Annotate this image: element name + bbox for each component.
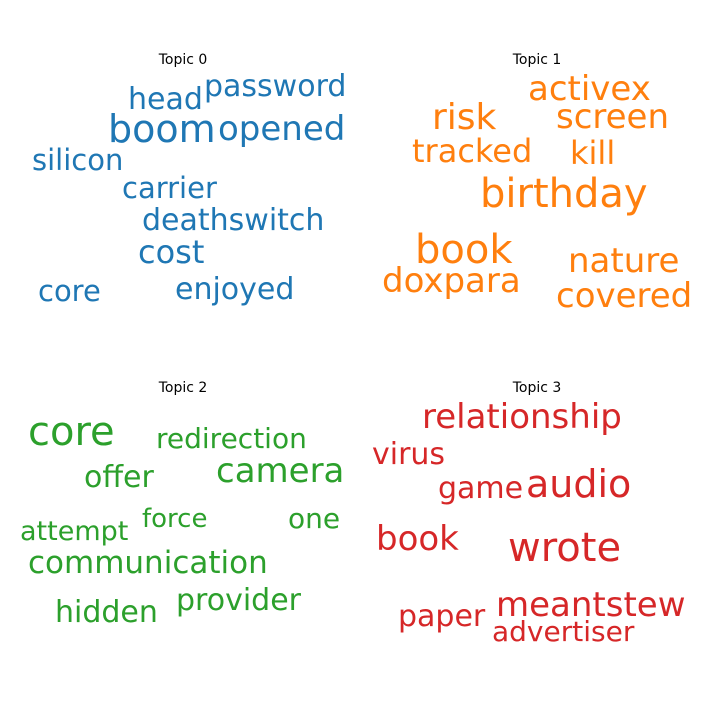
topic-1-panel: Topic 1 activex risk screen tracked kill…	[360, 0, 720, 360]
topic-2-word-core: core	[28, 409, 115, 455]
topic-0-word-core: core	[38, 274, 101, 308]
topic-1-word-birthday: birthday	[480, 171, 648, 217]
topic-3-word-game: game	[438, 471, 524, 506]
topic-2-title: Topic 2	[158, 380, 208, 396]
topic-3-word-virus: virus	[372, 437, 446, 472]
topic-2-word-communication: communication	[28, 545, 268, 581]
topic-3-title: Topic 3	[512, 380, 562, 396]
topic-3-panel: Topic 3 relationship virus audio game bo…	[360, 360, 720, 720]
topic-1-word-doxpara: doxpara	[382, 261, 521, 301]
topic-3-word-advertiser: advertiser	[492, 615, 635, 648]
topic-3-word-book: book	[376, 519, 459, 559]
topic-3-word-audio: audio	[526, 462, 632, 506]
topic-1-word-activex: activex	[528, 69, 651, 109]
topic-0-word-enjoyed: enjoyed	[175, 272, 295, 307]
topic-0-panel: Topic 0 head password boom opened silico…	[0, 0, 360, 360]
topic-2-word-hidden: hidden	[55, 595, 158, 630]
topic-0-word-deathswitch: deathswitch	[142, 203, 325, 238]
topic-0-word-silicon: silicon	[32, 143, 124, 177]
topic-2-word-attempt: attempt	[20, 516, 129, 547]
topic-3-word-paper: paper	[398, 599, 486, 634]
topic-3-word-meantstew: meantstew	[496, 585, 686, 625]
topic-1-word-kill: kill	[570, 134, 616, 172]
topic-0-word-head: head	[128, 82, 203, 117]
topic-2-panel: Topic 2 core redirection camera offer at…	[0, 360, 360, 720]
topic-2-word-offer: offer	[84, 460, 154, 495]
topic-3-word-wrote: wrote	[508, 525, 622, 571]
topic-1-word-screen: screen	[556, 97, 670, 137]
topic-0-word-password: password	[204, 69, 347, 104]
topic-2-word-one: one	[288, 502, 341, 535]
topic-0-word-cost: cost	[138, 233, 205, 271]
topic-2-word-redirection: redirection	[156, 422, 307, 455]
topic-0-word-carrier: carrier	[122, 171, 217, 205]
topic-1-word-book: book	[415, 227, 513, 273]
topic-1-title: Topic 1	[512, 52, 562, 68]
topic-3-word-relationship: relationship	[422, 397, 622, 437]
topic-2-word-provider: provider	[176, 583, 301, 618]
topic-2-word-force: force	[142, 504, 208, 534]
topic-1-word-risk: risk	[432, 97, 497, 138]
topic-0-title: Topic 0	[158, 52, 208, 68]
topic-0-word-opened: opened	[218, 109, 346, 149]
topic-2-word-camera: camera	[216, 451, 345, 491]
topic-0-word-boom: boom	[108, 107, 216, 151]
topic-1-word-covered: covered	[556, 276, 693, 316]
topic-1-word-nature: nature	[568, 241, 680, 281]
topic-1-word-tracked: tracked	[412, 132, 533, 170]
